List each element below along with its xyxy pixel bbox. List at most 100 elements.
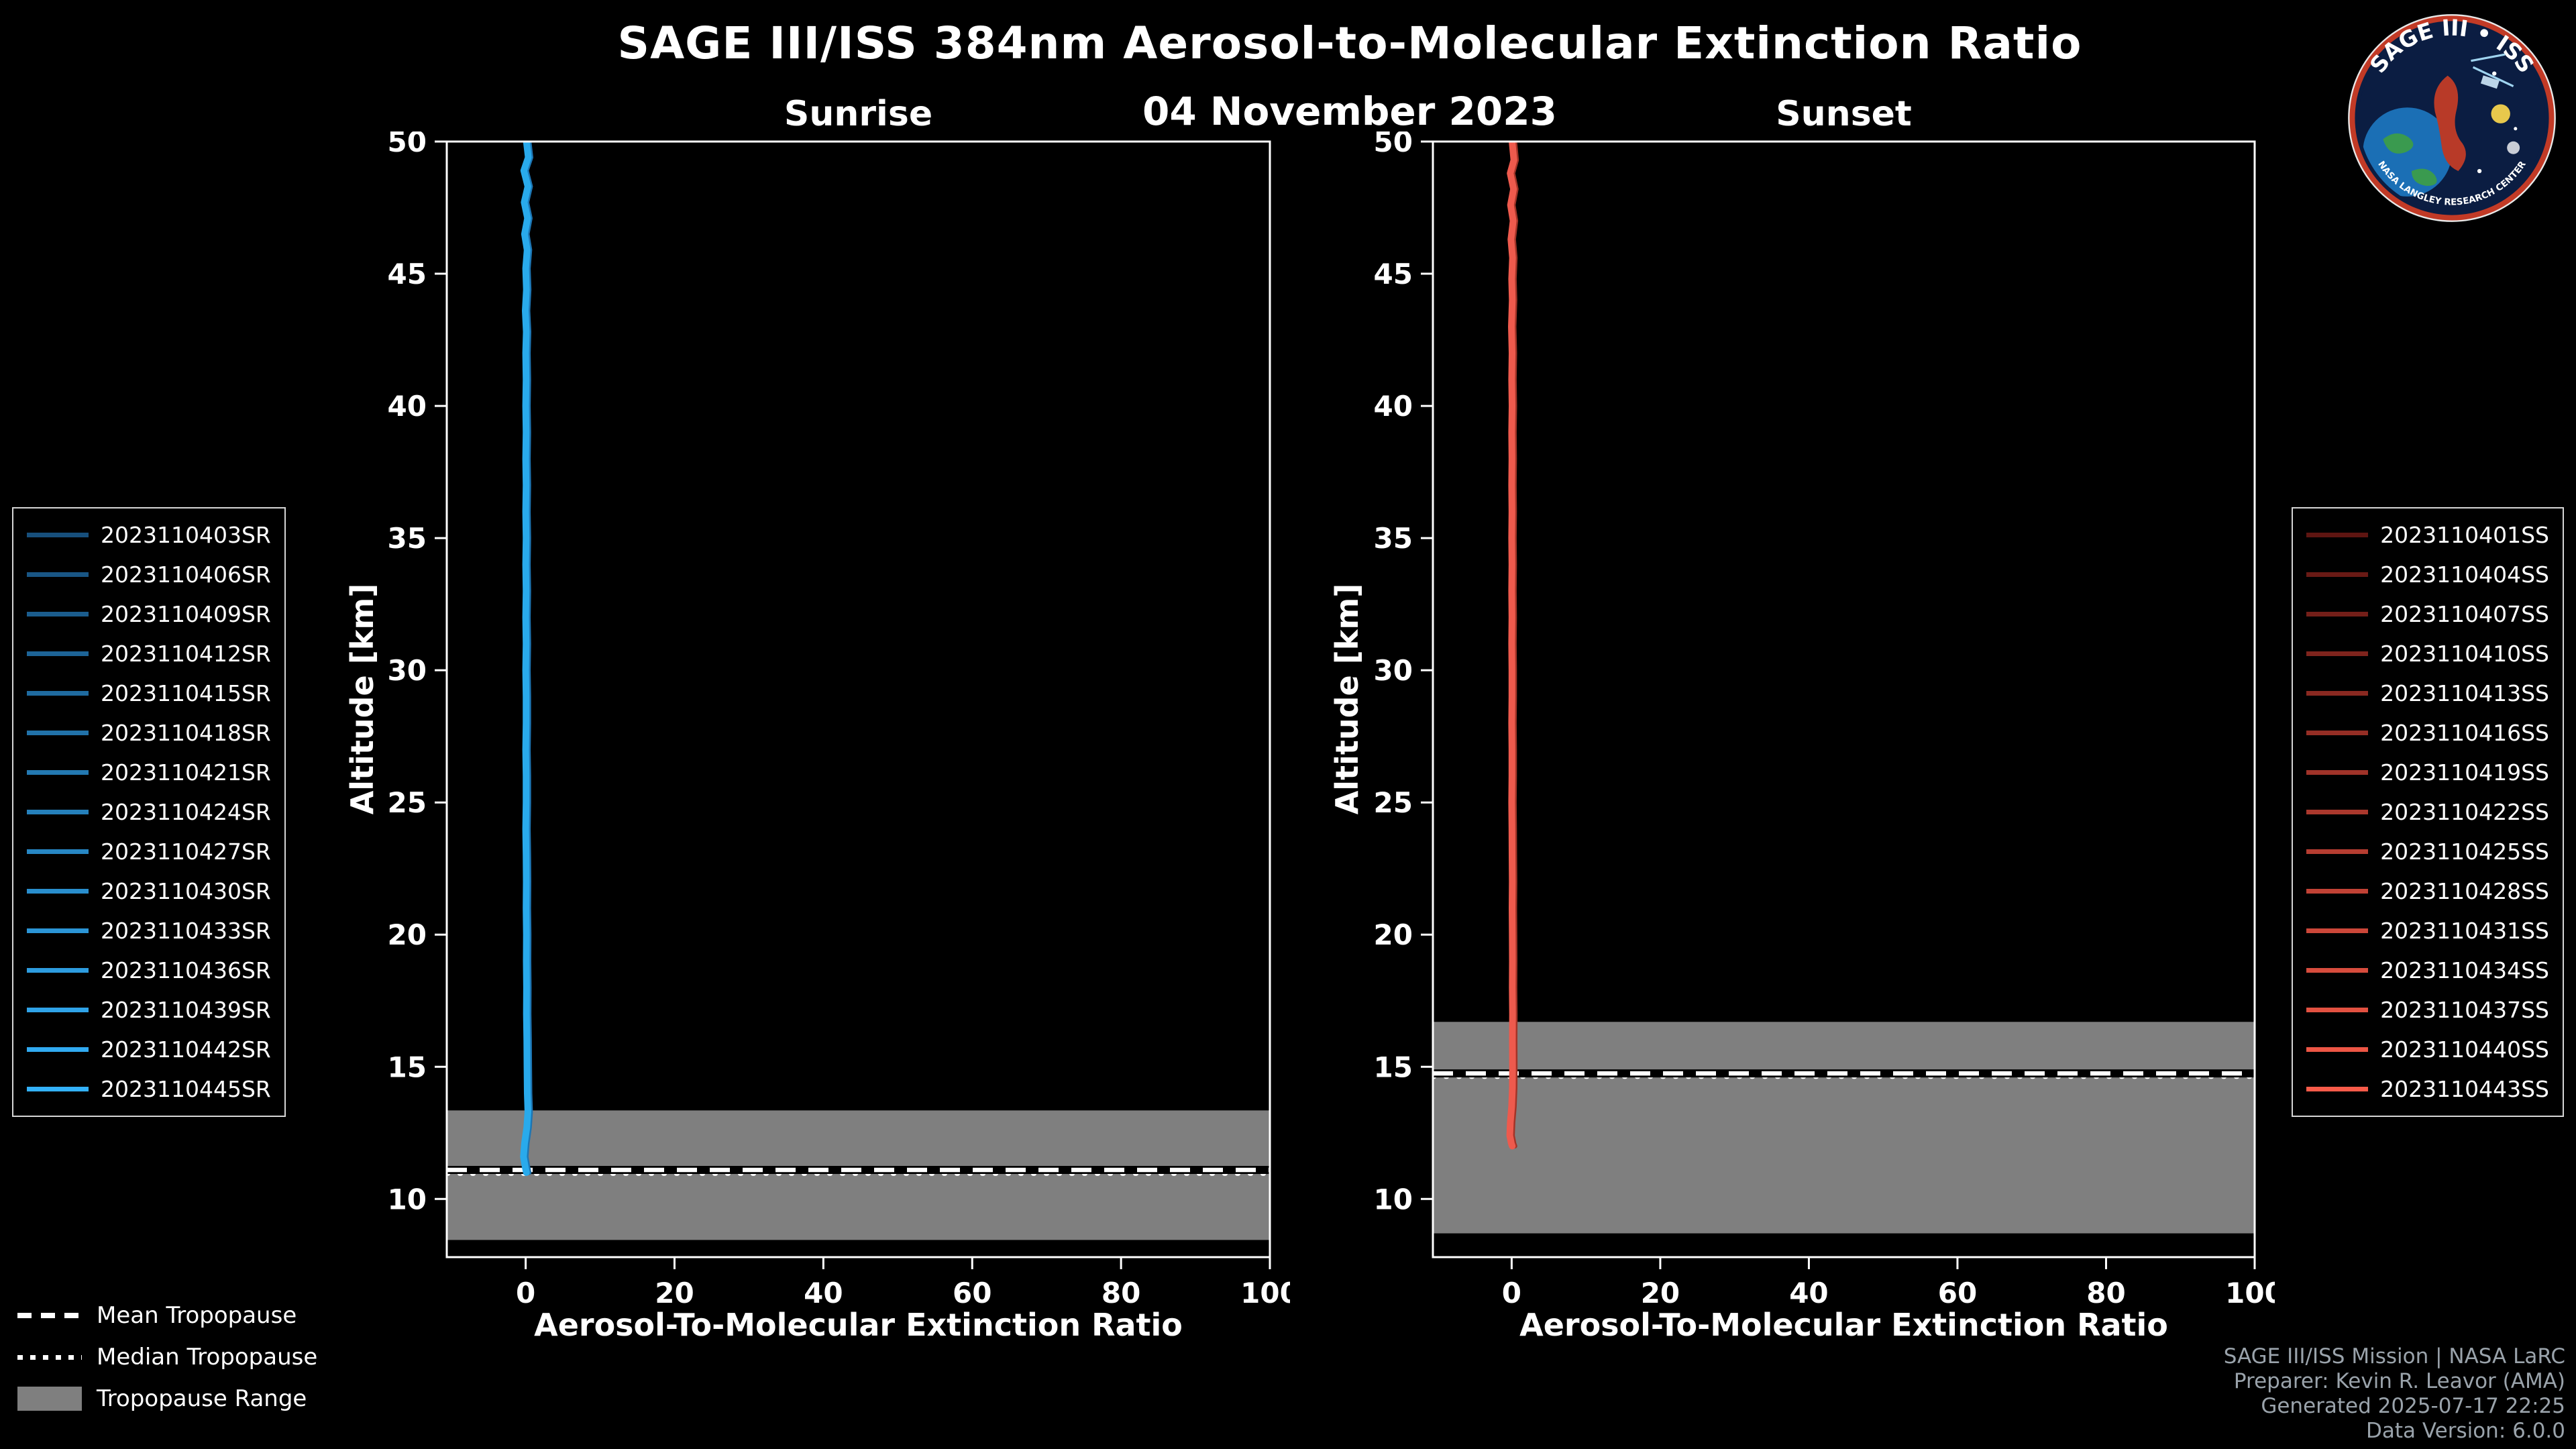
footer-mission: SAGE III/ISS Mission | NASA LaRC	[2223, 1344, 2565, 1368]
legend-line-swatch	[2306, 928, 2369, 933]
legend-line-swatch	[2306, 1087, 2369, 1091]
legend-entry: 2023110445SR	[27, 1069, 271, 1109]
legend-entry-label: 2023110413SS	[2380, 680, 2549, 706]
legend-entry: 2023110418SR	[27, 713, 271, 753]
logo-star	[2477, 168, 2482, 174]
x-tick-label: 80	[2086, 1277, 2125, 1309]
logo-star	[2492, 71, 2497, 76]
legend-line-swatch	[2306, 572, 2369, 577]
legend-line-swatch	[2306, 691, 2369, 696]
y-axis-label-sunset: Altitude [km]	[1329, 583, 1365, 815]
legend-line-swatch	[27, 651, 89, 656]
tropopause-patch-swatch	[17, 1387, 82, 1411]
plot-border	[1432, 140, 2256, 1258]
footer-data-version: Data Version: 6.0.0	[2365, 1419, 2565, 1443]
x-tick-label: 100	[1240, 1277, 1290, 1309]
legend-entry: 2023110401SS	[2306, 515, 2549, 555]
y-tick-label: 15	[1374, 1051, 1413, 1083]
x-tick-label: 0	[516, 1277, 535, 1309]
legend-entry: 2023110428SS	[2306, 871, 2549, 911]
legend-entry: 2023110434SS	[2306, 951, 2549, 990]
legend-entry: 2023110407SS	[2306, 594, 2549, 634]
logo-red-ring	[2349, 15, 2555, 221]
legend-line-swatch	[27, 572, 89, 577]
legend-entry: 2023110437SS	[2306, 990, 2549, 1030]
legend-entry: 2023110410SS	[2306, 634, 2549, 674]
figure-title: SAGE III/ISS 384nm Aerosol-to-Molecular …	[617, 17, 2082, 69]
legend-entry-label: 2023110412SR	[101, 641, 271, 667]
y-tick-label: 10	[388, 1183, 427, 1216]
legend-entry-label: 2023110407SS	[2380, 601, 2549, 627]
legend-entry-label: 2023110415SR	[101, 680, 271, 706]
y-tick-label: 45	[388, 258, 427, 290]
footer-generated: Generated 2025-07-17 22:25	[2261, 1394, 2565, 1418]
y-tick-label: 10	[1374, 1183, 1413, 1216]
logo-iss-graphic	[2480, 75, 2500, 89]
legend-entry-label: 2023110424SR	[101, 799, 271, 825]
y-tick-label: 35	[388, 522, 427, 555]
legend-entry-label: 2023110422SS	[2380, 799, 2549, 825]
plot-border	[445, 140, 1271, 1258]
tropopause-legend-entry: Tropopause Range	[17, 1378, 317, 1419]
y-tick-label: 15	[388, 1051, 427, 1083]
y-tick-label: 35	[1374, 522, 1413, 555]
tropopause-legend-label: Mean Tropopause	[97, 1302, 297, 1329]
logo-earth-land	[2383, 133, 2414, 154]
y-axis-label-sunrise: Altitude [km]	[344, 583, 380, 815]
x-tick-label: 0	[1502, 1277, 1521, 1309]
legend-entry: 2023110436SR	[27, 951, 271, 990]
profile-line	[520, 142, 532, 1176]
tropopause-range-band	[447, 1110, 1270, 1240]
legend-line-swatch	[27, 770, 89, 775]
legend-line-swatch	[2306, 651, 2369, 656]
y-tick-label: 25	[388, 786, 427, 819]
tropopause-legend-label: Tropopause Range	[97, 1385, 307, 1412]
legend-entry-label: 2023110427SR	[101, 839, 271, 865]
legend-entry-label: 2023110430SR	[101, 878, 271, 904]
legend-entry: 2023110431SS	[2306, 911, 2549, 951]
logo-moon	[2507, 141, 2520, 154]
legend-entry-label: 2023110409SR	[101, 601, 271, 627]
legend-line-swatch	[2306, 1008, 2369, 1012]
tropopause-legend-entry: Mean Tropopause	[17, 1295, 317, 1336]
legend-line-swatch	[27, 1047, 89, 1052]
legend-line-swatch	[27, 810, 89, 814]
legend-entry: 2023110442SR	[27, 1030, 271, 1069]
x-tick-label: 40	[804, 1277, 843, 1309]
legend-entry: 2023110421SR	[27, 753, 271, 792]
y-tick-label: 25	[1374, 786, 1413, 819]
sunset-legend: 2023110401SS 2023110404SS 2023110407SS 2023…	[2292, 507, 2564, 1117]
legend-entry-label: 2023110443SS	[2380, 1076, 2549, 1102]
legend-entry-label: 2023110442SR	[101, 1036, 271, 1063]
legend-entry-label: 2023110406SR	[101, 561, 271, 588]
legend-entry: 2023110406SR	[27, 555, 271, 594]
logo-sol-figure	[2434, 75, 2466, 171]
legend-entry: 2023110427SR	[27, 832, 271, 871]
legend-line-swatch	[2306, 1047, 2369, 1052]
y-tick-label: 20	[1374, 918, 1413, 951]
legend-line-swatch	[27, 731, 89, 735]
tropopause-dotted-swatch	[17, 1354, 82, 1360]
x-tick-label: 20	[1641, 1277, 1680, 1309]
panel-title-sunset: Sunset	[1776, 94, 1912, 134]
y-tick-label: 40	[1374, 390, 1413, 423]
legend-entry-label: 2023110410SS	[2380, 641, 2549, 667]
logo-orbit-line2	[2471, 53, 2506, 62]
legend-line-swatch	[2306, 849, 2369, 854]
tropopause-legend-label: Median Tropopause	[97, 1344, 318, 1371]
logo-star	[2514, 127, 2518, 131]
footer-preparer: Preparer: Kevin R. Leavor (AMA)	[2233, 1369, 2565, 1393]
legend-line-swatch	[27, 612, 89, 616]
legend-entry-label: 2023110431SS	[2380, 918, 2549, 944]
legend-entry-label: 2023110421SR	[101, 759, 271, 786]
tropopause-legend-entry: Median Tropopause	[17, 1336, 317, 1378]
legend-entry-label: 2023110418SR	[101, 720, 271, 746]
legend-line-swatch	[27, 1008, 89, 1012]
legend-entry: 2023110416SS	[2306, 713, 2549, 753]
panel-title-sunrise: Sunrise	[784, 94, 933, 134]
footer-credits: SAGE III/ISS Mission | NASA LaRC Prepare…	[2224, 1344, 2565, 1444]
x-tick-label: 60	[953, 1277, 991, 1309]
legend-entry: 2023110424SR	[27, 792, 271, 832]
legend-entry: 2023110425SS	[2306, 832, 2549, 871]
legend-line-swatch	[2306, 968, 2369, 973]
